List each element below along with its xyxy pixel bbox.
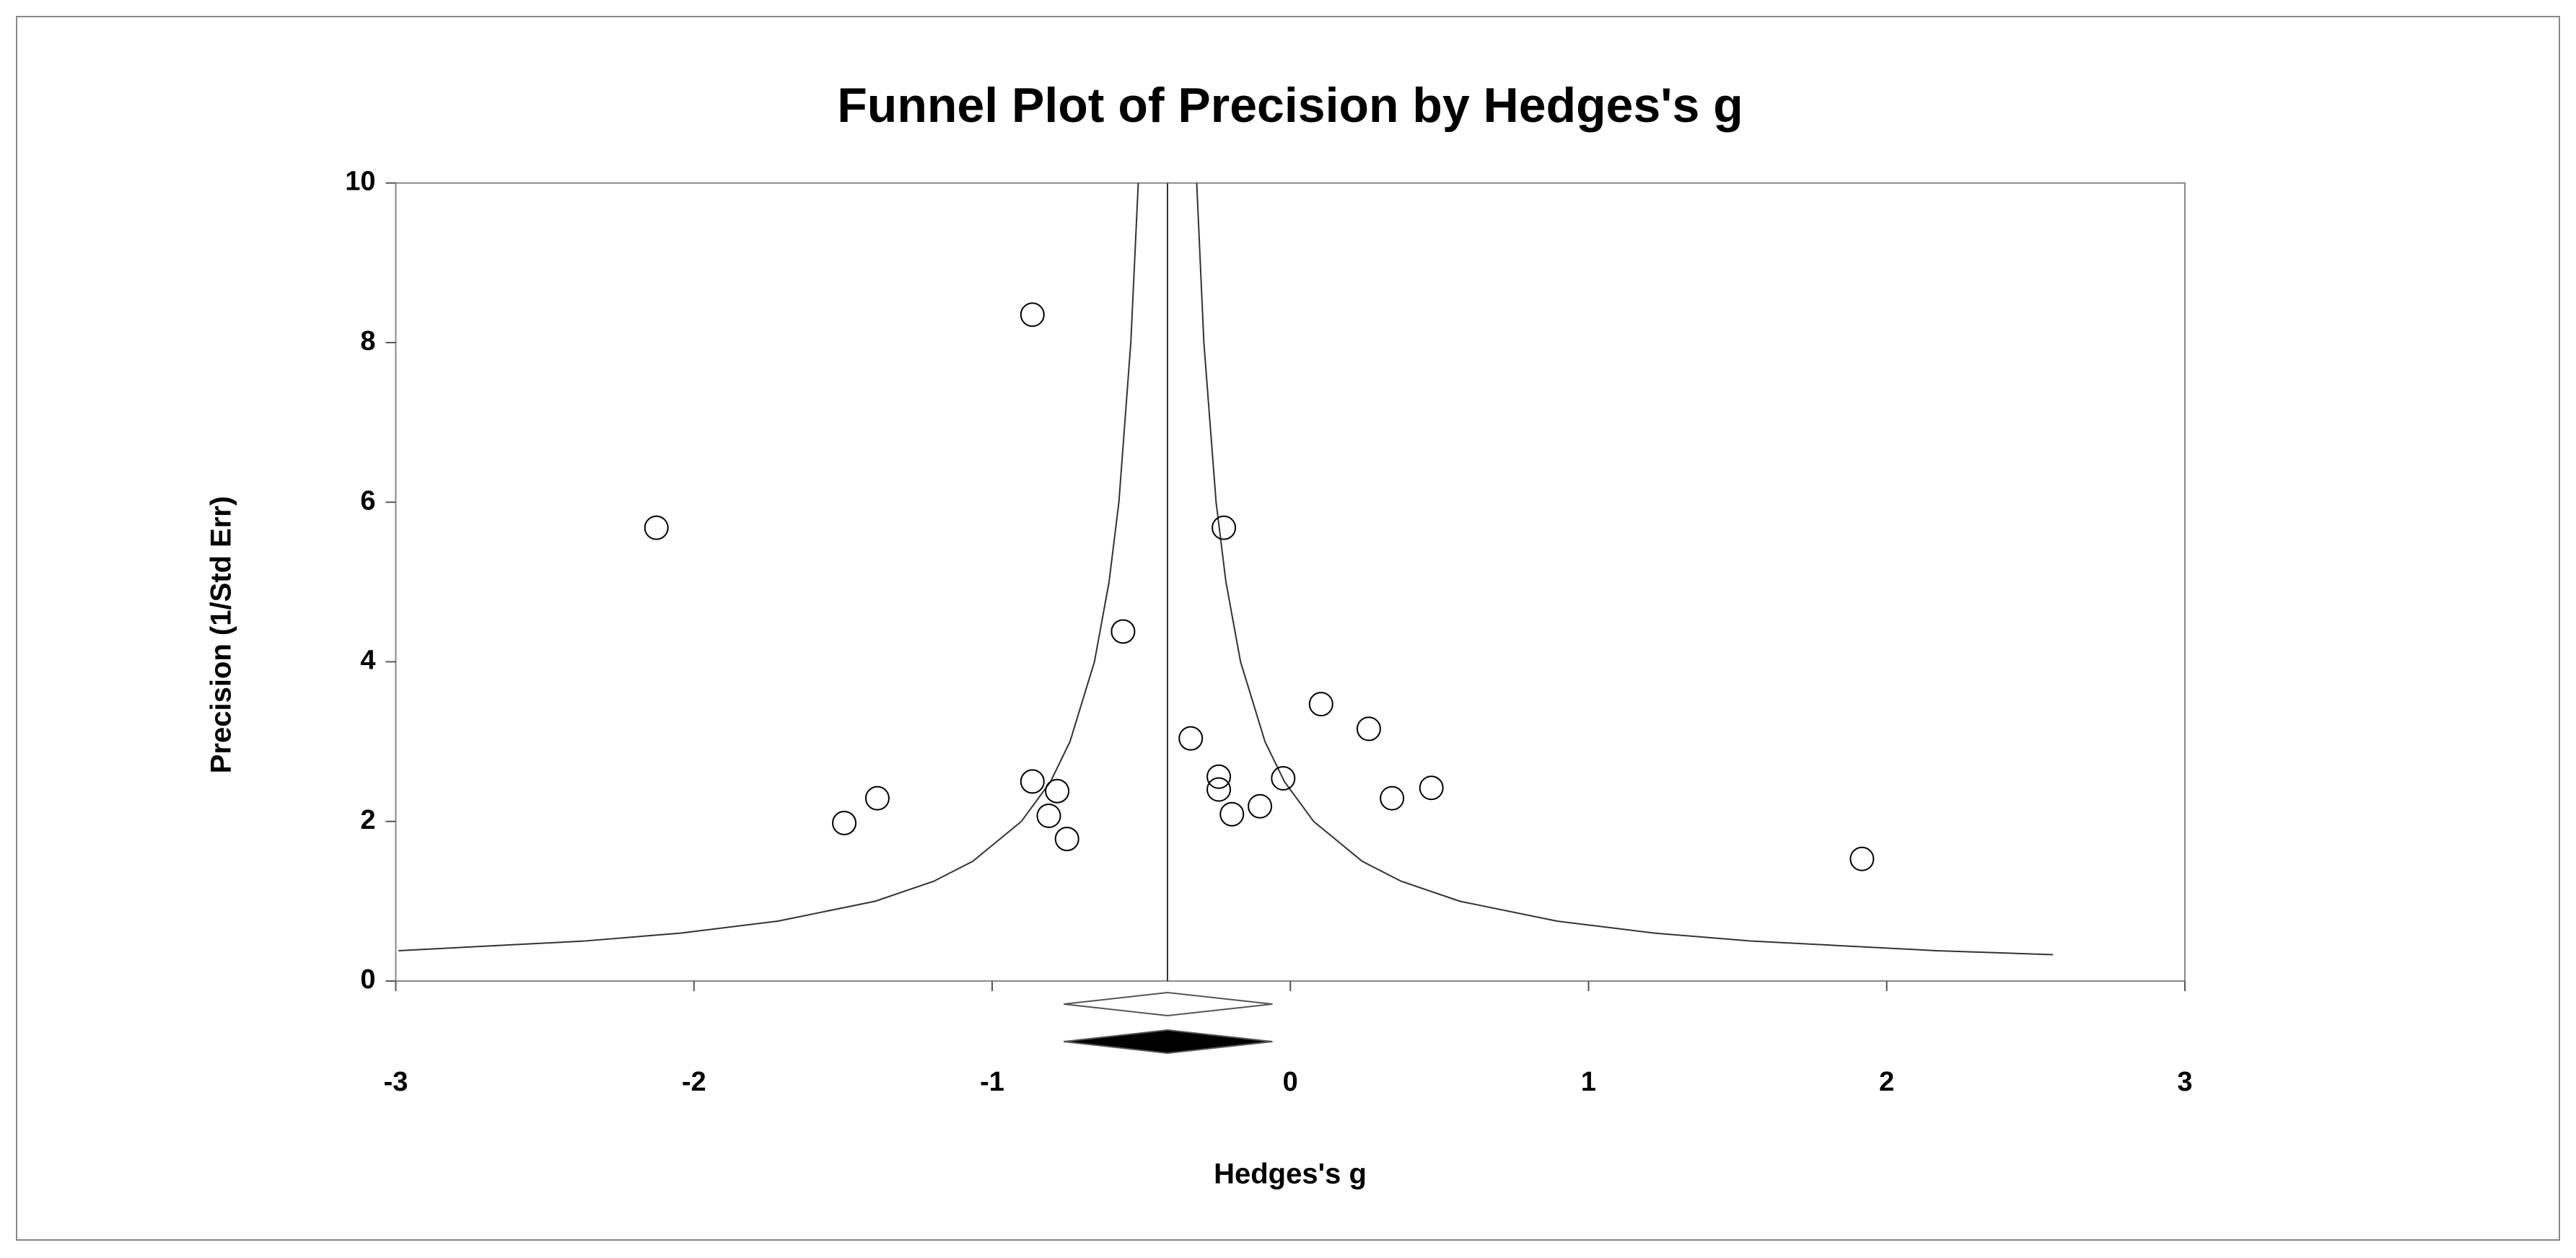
y-tick-label: 0 — [360, 964, 375, 995]
x-tick-label: -3 — [384, 1067, 408, 1097]
study-point — [832, 810, 857, 835]
study-point — [1020, 302, 1045, 327]
frame — [16, 16, 2560, 1241]
study-point — [1054, 827, 1079, 852]
y-axis-label: Precision (1/Std Err) — [206, 496, 237, 774]
summary-diamond — [1064, 1029, 1273, 1055]
study-point — [1206, 764, 1232, 789]
study-point — [1248, 793, 1273, 819]
x-tick-label: 2 — [1879, 1067, 1894, 1097]
study-point — [1045, 778, 1070, 804]
study-point — [864, 786, 890, 811]
chart-title: Funnel Plot of Precision by Hedges's g — [837, 78, 1743, 133]
y-tick-label: 6 — [360, 485, 375, 516]
study-point — [1356, 716, 1381, 742]
study-point — [1110, 619, 1136, 644]
study-point — [1308, 692, 1333, 717]
study-point — [1271, 765, 1296, 791]
x-tick-label: 0 — [1283, 1067, 1298, 1097]
y-tick-label: 4 — [360, 646, 375, 676]
x-tick-label: -1 — [980, 1067, 1004, 1097]
study-point — [1020, 769, 1045, 794]
y-tick-label: 10 — [345, 167, 375, 197]
study-point — [644, 515, 669, 540]
summary-diamond — [1064, 991, 1273, 1017]
y-tick-label: 8 — [360, 326, 375, 356]
x-tick-label: 3 — [2177, 1067, 2192, 1097]
study-point — [1206, 777, 1232, 802]
study-point — [1178, 726, 1204, 751]
funnel-line — [1196, 182, 2054, 956]
study-point — [1419, 775, 1444, 801]
study-point — [1219, 801, 1245, 827]
funnel-line — [398, 182, 1139, 951]
x-tick-label: -2 — [682, 1067, 706, 1097]
study-point — [1849, 846, 1875, 871]
study-point — [1212, 515, 1237, 540]
study-point — [1380, 786, 1405, 811]
x-tick-label: 1 — [1581, 1067, 1596, 1097]
x-axis-label: Hedges's g — [1214, 1158, 1367, 1190]
y-tick-label: 2 — [360, 805, 375, 835]
study-point — [1036, 803, 1061, 828]
